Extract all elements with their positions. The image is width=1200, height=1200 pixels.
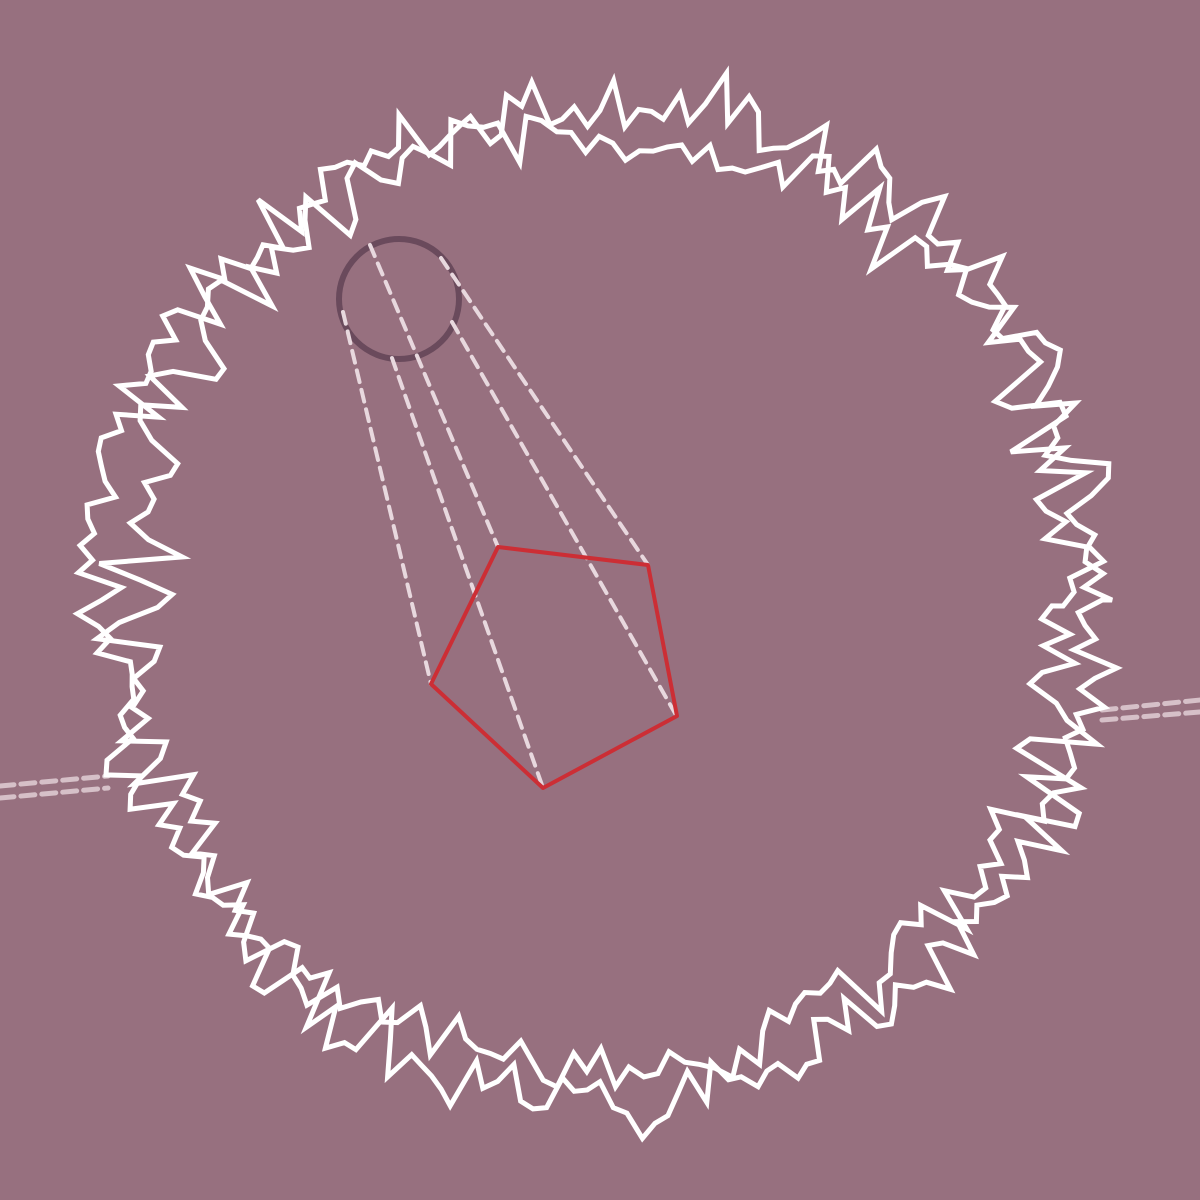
projection-line-3 <box>368 243 500 549</box>
pentagon <box>429 545 679 790</box>
jagged-ring-outer <box>72 65 1123 1143</box>
horizon-line-right-upper <box>1099 697 1200 713</box>
horizon-line-right-lower <box>1099 709 1200 723</box>
jagged-ring-inner <box>90 113 1108 1093</box>
horizon-line-left-upper <box>0 773 111 789</box>
projection-line-4 <box>450 320 678 717</box>
small-circle <box>336 236 462 362</box>
horizon-lines <box>0 697 1200 801</box>
projection-line-1 <box>341 310 433 686</box>
projection-line-5 <box>439 256 650 567</box>
projection-lines <box>341 243 678 790</box>
horizon-line-left-lower <box>0 785 111 801</box>
jagged-ring <box>72 65 1123 1143</box>
projection-line-2 <box>390 356 545 790</box>
